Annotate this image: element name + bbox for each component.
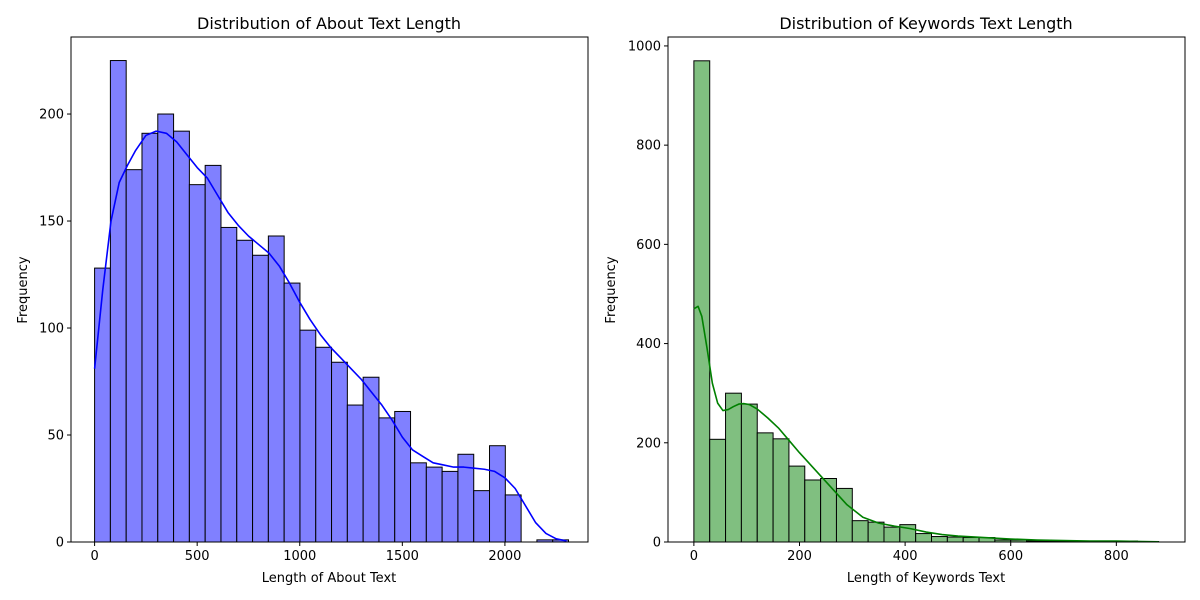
about-bar-18 xyxy=(378,417,396,543)
keywords-bar-15 xyxy=(931,536,948,543)
about-bar-11 xyxy=(267,235,285,543)
about-bar-15 xyxy=(331,361,348,543)
about-x-tick-label-1: 500 xyxy=(185,549,210,564)
keywords-bars xyxy=(693,60,1160,543)
keywords-bar-3 xyxy=(740,403,758,543)
about-x-tick-label-2: 1000 xyxy=(283,549,316,564)
keywords-bar-4 xyxy=(756,432,774,543)
about-bar-26 xyxy=(504,494,522,543)
about-bar-6 xyxy=(188,184,206,543)
about-bar-25 xyxy=(489,445,506,543)
keywords-x-tick-label-3: 600 xyxy=(998,549,1023,564)
keywords-bar-16 xyxy=(946,536,964,543)
about-y-tick-label-1: 50 xyxy=(47,429,64,444)
keywords-bar-2 xyxy=(725,392,742,543)
keywords-y-tick-label-0: 0 xyxy=(653,536,661,551)
about-bar-5 xyxy=(173,130,190,543)
keywords-bar-7 xyxy=(804,479,822,543)
about-x-tick-label-0: 0 xyxy=(90,549,98,564)
about-plot-frame xyxy=(70,36,589,543)
keywords-y-tick-label-3: 600 xyxy=(636,238,661,253)
keywords-x-tick-label-0: 0 xyxy=(690,549,698,564)
keywords-x-tick-label-1: 200 xyxy=(787,549,812,564)
about-y-axis-label: Frequency xyxy=(16,256,31,323)
about-bar-2 xyxy=(125,169,143,543)
keywords-kde-line xyxy=(693,305,1159,543)
keywords-length-chart: Distribution of Keywords Text Length Len… xyxy=(604,14,1186,586)
about-bar-19 xyxy=(394,410,412,543)
about-x-axis-label: Length of About Text xyxy=(262,571,397,586)
about-x-tick-label-4: 2000 xyxy=(488,549,521,564)
keywords-bar-14 xyxy=(915,533,933,543)
keywords-bar-5 xyxy=(772,438,790,543)
keywords-bar-11 xyxy=(867,521,885,543)
keywords-bar-0 xyxy=(693,60,711,543)
keywords-x-tick-label-4: 800 xyxy=(1104,549,1129,564)
about-y-tick-label-2: 100 xyxy=(39,322,64,337)
keywords-y-tick-label-5: 1000 xyxy=(628,39,661,54)
keywords-y-tick-label-4: 800 xyxy=(636,139,661,154)
keywords-bar-10 xyxy=(851,520,869,543)
keywords-x-axis-label: Length of Keywords Text xyxy=(847,571,1005,586)
about-kde-line xyxy=(93,130,567,542)
about-bar-22 xyxy=(441,470,459,543)
keywords-chart-title: Distribution of Keywords Text Length xyxy=(779,14,1072,33)
keywords-y-tick-label-2: 400 xyxy=(636,337,661,352)
about-y-tick-label-0: 0 xyxy=(56,536,64,551)
about-chart-title: Distribution of About Text Length xyxy=(197,14,461,33)
keywords-plot-frame xyxy=(667,36,1186,543)
about-length-chart: Distribution of About Text Length Length… xyxy=(16,14,589,586)
keywords-bar-1 xyxy=(709,438,727,543)
keywords-bar-8 xyxy=(820,478,837,543)
about-y-tick-label-3: 150 xyxy=(39,215,64,230)
about-bar-10 xyxy=(252,254,269,543)
about-bar-8 xyxy=(220,226,238,543)
about-bar-24 xyxy=(473,490,491,543)
about-y-tick-label-4: 200 xyxy=(39,108,64,123)
about-bar-7 xyxy=(204,164,222,543)
about-bar-0 xyxy=(94,267,111,543)
about-bar-4 xyxy=(157,113,175,543)
keywords-bar-12 xyxy=(883,526,901,543)
keywords-y-tick-label-1: 200 xyxy=(636,436,661,451)
about-bar-20 xyxy=(410,462,427,543)
about-bar-16 xyxy=(346,404,364,543)
keywords-x-tick-label-2: 400 xyxy=(893,549,918,564)
about-bar-1 xyxy=(109,60,127,543)
about-bar-17 xyxy=(362,376,380,543)
about-bar-13 xyxy=(299,329,317,543)
about-bar-3 xyxy=(141,132,159,543)
about-bars xyxy=(94,60,570,543)
about-bar-12 xyxy=(283,282,301,543)
about-bar-14 xyxy=(315,346,333,543)
keywords-y-axis-label: Frequency xyxy=(604,256,619,323)
about-bar-21 xyxy=(425,466,443,543)
keywords-bar-17 xyxy=(962,537,980,543)
keywords-bar-6 xyxy=(788,465,806,543)
about-x-tick-label-3: 1500 xyxy=(386,549,419,564)
about-bar-9 xyxy=(236,239,254,543)
